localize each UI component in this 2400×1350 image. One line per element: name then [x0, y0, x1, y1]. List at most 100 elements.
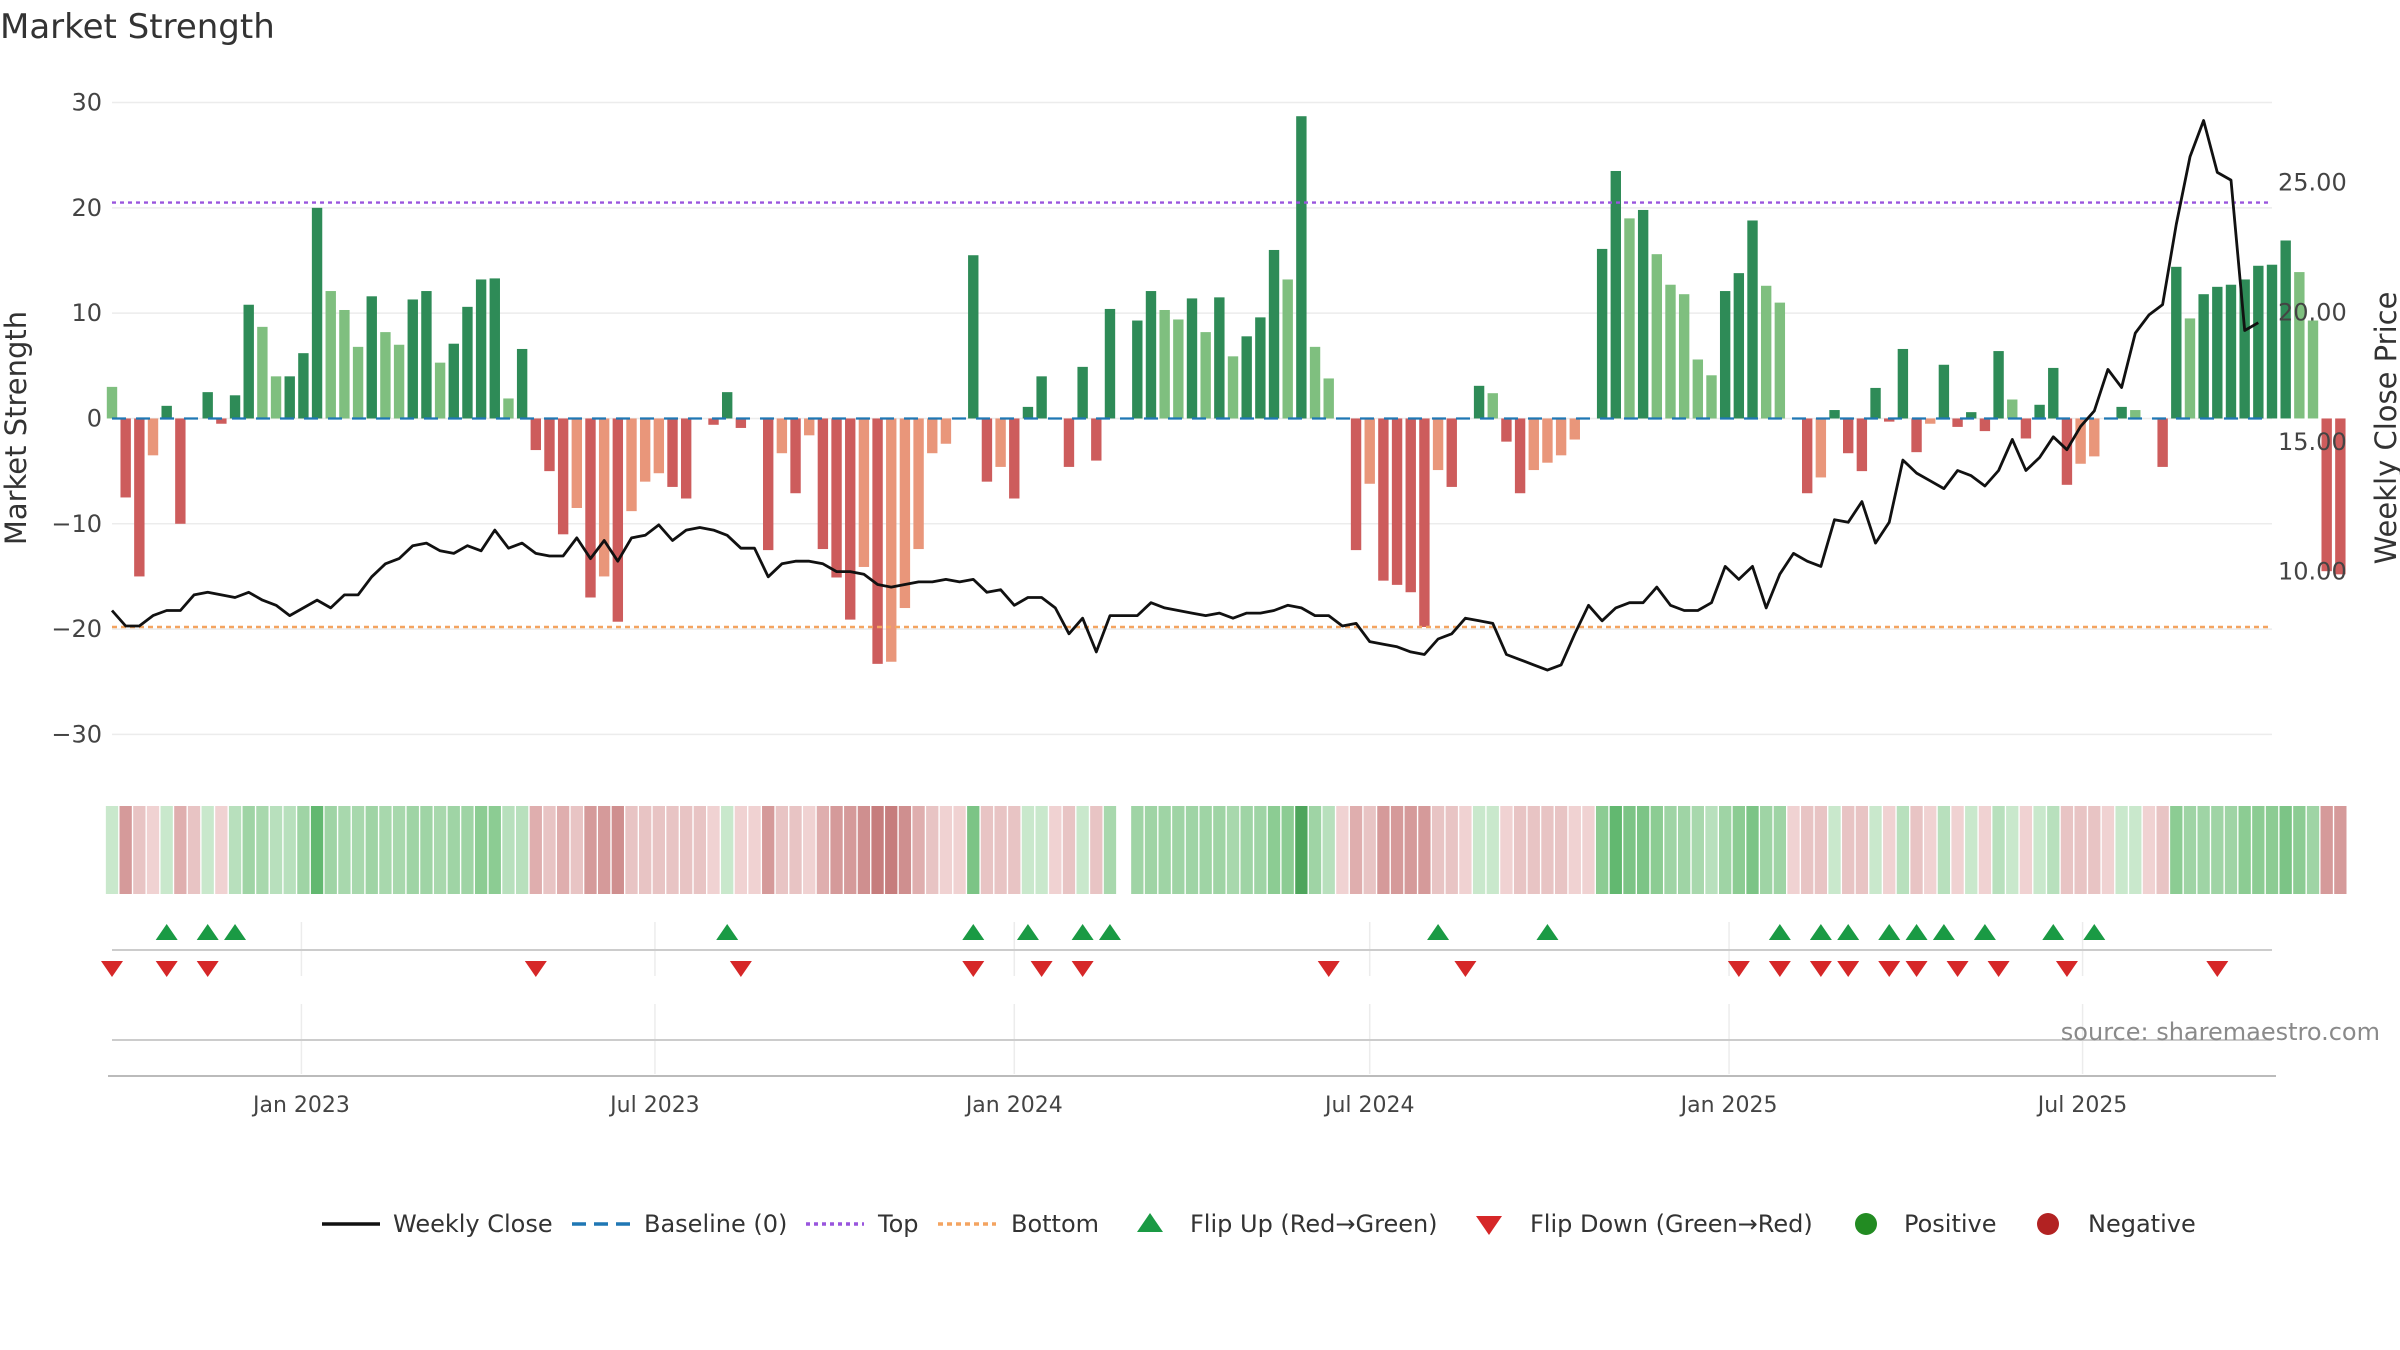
legend-dot-icon [1855, 1213, 1877, 1235]
flip-down-marker [1809, 961, 1832, 977]
heat-cell [2156, 806, 2169, 894]
heat-cell [816, 806, 830, 894]
strength-bar [2171, 266, 2182, 419]
strength-bar [2116, 406, 2127, 419]
strength-bar [475, 279, 487, 419]
strength-bar [1186, 298, 1198, 419]
heat-cell [1719, 806, 1732, 894]
heat-cell [1937, 806, 1951, 894]
flip-up-marker [155, 924, 178, 940]
flip-down-marker [729, 961, 752, 977]
left-tick-label: 30 [71, 89, 102, 117]
heat-cell [1418, 806, 1431, 894]
strength-bar [1870, 387, 1881, 419]
heat-cell [105, 806, 119, 894]
heat-cell [1076, 806, 1089, 894]
heat-cell [1336, 806, 1349, 894]
heat-cell [707, 806, 720, 894]
strength-bar [1063, 418, 1075, 467]
heat-cell [1582, 806, 1595, 894]
strength-bar [216, 418, 227, 424]
strength-bar [2157, 418, 2168, 467]
legend-flip-up-icon [1137, 1213, 1163, 1232]
strength-bar [2239, 279, 2250, 419]
chart-title: Market Strength [0, 7, 275, 47]
flip-down-marker [1987, 961, 2010, 977]
strength-bar [776, 418, 788, 454]
heat-cell [256, 806, 269, 894]
x-tick-label: Jan 2025 [1679, 1093, 1778, 1118]
heat-cell [2088, 806, 2101, 894]
strength-bar [1542, 418, 1553, 463]
strength-bar [448, 343, 459, 419]
strength-bar [2307, 320, 2319, 419]
strength-bar [257, 326, 268, 419]
heat-cell [967, 806, 980, 894]
x-tick-label: Jul 2025 [2036, 1093, 2128, 1118]
strength-bar [1200, 332, 1211, 419]
x-tick-label: Jul 2024 [1323, 1093, 1415, 1118]
left-tick-label: 10 [71, 299, 102, 327]
legend: Weekly Close Baseline (0) Top Bottom Flip Up… [322, 1210, 2196, 1238]
strength-bar [817, 418, 829, 550]
flip-markers [101, 924, 2272, 977]
heat-cell [2019, 806, 2033, 894]
strength-bar [2061, 418, 2073, 485]
strength-bar [639, 418, 651, 482]
heat-cell [584, 806, 597, 894]
flip-down-marker [196, 961, 219, 977]
heat-cell [1035, 806, 1048, 894]
strength-bar [1022, 406, 1034, 419]
strength-bar [462, 306, 473, 419]
heat-cell [379, 806, 392, 894]
flip-up-marker [1973, 924, 1996, 940]
heat-cell [1924, 806, 1937, 894]
strength-bar [831, 418, 842, 578]
heat-cell [1883, 806, 1896, 894]
strength-bar [612, 418, 624, 622]
heat-cell [338, 806, 351, 894]
heat-cell [789, 806, 802, 894]
strength-bar [2075, 418, 2086, 464]
strength-bar [1897, 348, 1909, 419]
heat-cell [1213, 806, 1226, 894]
strength-bar [407, 299, 418, 419]
flip-up-marker [1905, 924, 1928, 940]
weekly-close-polyline [110, 119, 2259, 672]
heat-cell [1842, 806, 1855, 894]
strength-bar [1651, 254, 1663, 419]
strength-bar [2048, 367, 2059, 419]
heat-cell [201, 806, 214, 894]
x-tick-label: Jul 2023 [608, 1093, 700, 1118]
strength-bar [311, 207, 323, 419]
heat-cell [324, 806, 337, 894]
flip-up-marker [1837, 924, 1860, 940]
heat-strip [105, 806, 2347, 894]
heat-cell [775, 806, 789, 894]
heat-cell [980, 806, 994, 894]
strength-bar [1104, 308, 1116, 419]
legend-label: Flip Up (Red→Green) [1190, 1210, 1438, 1238]
heat-cell [1814, 806, 1828, 894]
heat-cell [529, 806, 542, 894]
heat-cell [160, 806, 173, 894]
heat-cell [1199, 806, 1212, 894]
strength-bar [2335, 418, 2346, 575]
heat-cell [1240, 806, 1253, 894]
strength-bar [2253, 265, 2264, 419]
strength-bar [886, 418, 897, 662]
flip-down-marker [1878, 961, 1901, 977]
bottom-panel [108, 1039, 2276, 1077]
heat-cell [871, 806, 884, 894]
heat-cell [1650, 806, 1663, 894]
strength-bar [1009, 418, 1020, 499]
legend-dot-icon [2037, 1213, 2059, 1235]
flip-up-marker [1427, 924, 1450, 940]
heat-cell [2074, 806, 2087, 894]
flip-down-marker [1946, 961, 1969, 977]
y-axis-label-left: Market Strength [0, 311, 33, 545]
heat-cell [187, 806, 201, 894]
heat-cell [1472, 806, 1486, 894]
strength-bar [1884, 418, 1895, 422]
heat-cell [1773, 806, 1786, 894]
